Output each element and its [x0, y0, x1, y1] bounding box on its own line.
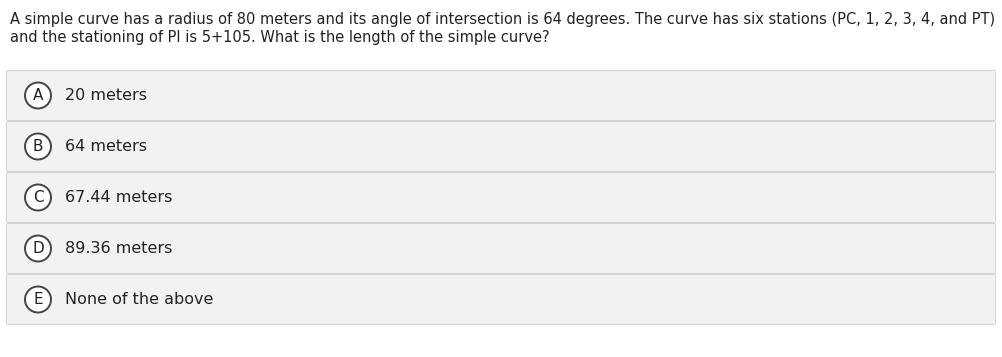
- Text: C: C: [33, 190, 43, 205]
- FancyBboxPatch shape: [6, 121, 996, 171]
- Text: D: D: [32, 241, 44, 256]
- Text: E: E: [33, 292, 43, 307]
- Text: A: A: [33, 88, 43, 103]
- Text: 20 meters: 20 meters: [65, 88, 147, 103]
- Ellipse shape: [25, 185, 51, 211]
- FancyBboxPatch shape: [6, 70, 996, 121]
- Text: 89.36 meters: 89.36 meters: [65, 241, 172, 256]
- Text: 64 meters: 64 meters: [65, 139, 147, 154]
- Ellipse shape: [25, 236, 51, 261]
- Ellipse shape: [25, 134, 51, 160]
- Ellipse shape: [25, 82, 51, 109]
- Text: A simple curve has a radius of 80 meters and its angle of intersection is 64 deg: A simple curve has a radius of 80 meters…: [10, 12, 995, 27]
- FancyBboxPatch shape: [6, 275, 996, 325]
- Text: 67.44 meters: 67.44 meters: [65, 190, 172, 205]
- Text: None of the above: None of the above: [65, 292, 213, 307]
- FancyBboxPatch shape: [6, 223, 996, 273]
- Text: B: B: [33, 139, 43, 154]
- Text: and the stationing of PI is 5+105. What is the length of the simple curve?: and the stationing of PI is 5+105. What …: [10, 30, 550, 45]
- Ellipse shape: [25, 287, 51, 312]
- FancyBboxPatch shape: [6, 172, 996, 222]
